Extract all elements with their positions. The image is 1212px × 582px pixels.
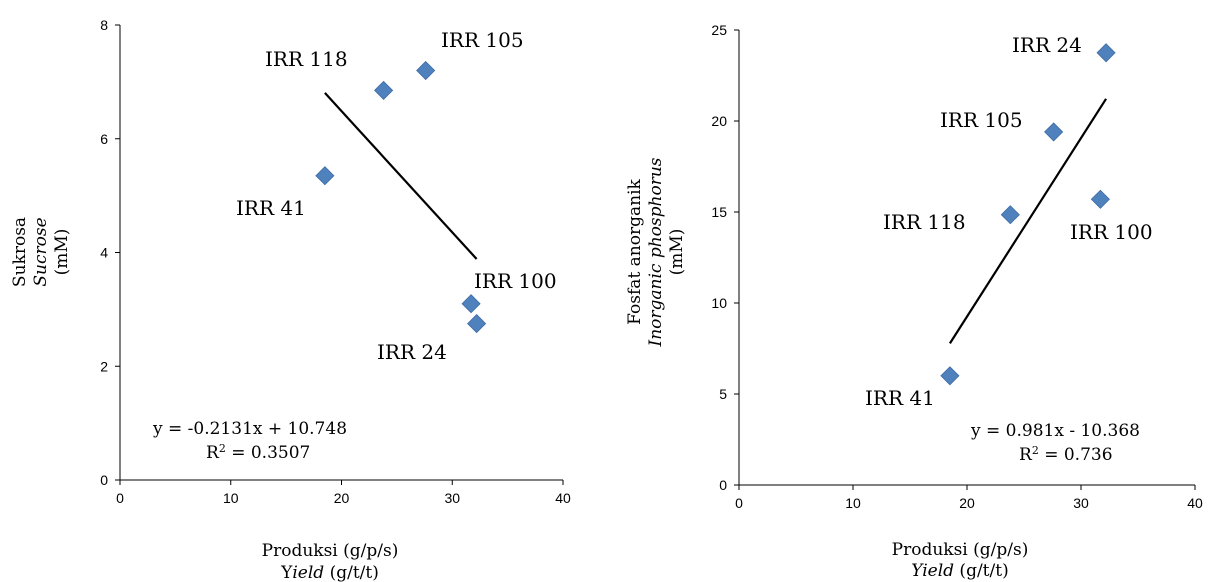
data-point-irr-100	[1090, 189, 1110, 209]
x-tick-label: 40	[555, 490, 571, 506]
point-label-irr-100: IRR 100	[474, 269, 557, 293]
y-tick-label: 8	[100, 17, 108, 33]
point-label-irr-41: IRR 41	[236, 196, 306, 220]
x-tick-label: 40	[1187, 495, 1203, 511]
data-point-irr-41	[940, 366, 960, 386]
y-ticks: 0 5 10 15 20 25	[711, 22, 739, 493]
y-axis-title: Sukrosa Sucrose (mM)	[10, 217, 72, 287]
x-tick-label: 30	[1073, 495, 1089, 511]
y-ticks: 0 2 4 6 8	[100, 17, 120, 488]
trend-equation: y = 0.981x - 10.368	[970, 421, 1140, 441]
svg-text:(mM): (mM)	[667, 229, 687, 276]
x-axis-title: Produksi (g/p/s)	[892, 540, 1029, 560]
x-ticks: 0 10 20 30 40	[735, 485, 1203, 511]
data-point-irr-41	[315, 166, 335, 186]
data-point-irr-105	[1044, 122, 1064, 142]
data-point-irr-24	[467, 314, 487, 334]
trendline	[948, 98, 1108, 344]
y-tick-label: 4	[100, 245, 108, 261]
svg-text:Inorganic phosphorus: Inorganic phosphorus	[646, 157, 666, 347]
y-tick-label: 15	[711, 204, 727, 220]
x-tick-label: 10	[845, 495, 861, 511]
point-label-irr-41: IRR 41	[865, 386, 935, 410]
point-label-irr-24: IRR 24	[377, 340, 447, 364]
svg-text:Sukrosa: Sukrosa	[10, 217, 30, 287]
x-tick-label: 20	[334, 490, 350, 506]
sucrose-chart: 0 2 4 6 8 0 10 20 30 40 IRR 118 IRR 105 IRR 41 I…	[10, 17, 571, 582]
point-label-irr-118: IRR 118	[883, 210, 966, 234]
y-tick-label: 6	[100, 131, 108, 147]
data-point-irr-118	[374, 80, 394, 100]
svg-text:(mM): (mM)	[52, 229, 72, 276]
phosphorus-chart: 0 5 10 15 20 25 0 10 20 30 40 IRR 24 IRR 105 IRR …	[625, 22, 1203, 581]
svg-text:Sucrose: Sucrose	[31, 217, 51, 286]
y-tick-label: 25	[711, 22, 727, 38]
x-tick-label: 10	[223, 490, 239, 506]
point-label-irr-105: IRR 105	[940, 108, 1023, 132]
x-axis-title: Produksi (g/p/s)	[262, 541, 399, 561]
x-tick-label: 20	[959, 495, 975, 511]
point-label-irr-118: IRR 118	[265, 47, 348, 71]
data-point-irr-105	[416, 60, 436, 81]
y-tick-label: 20	[711, 113, 727, 129]
y-tick-label: 2	[100, 358, 108, 374]
data-points	[940, 43, 1116, 386]
data-point-irr-100	[461, 294, 481, 314]
y-tick-label: 0	[719, 477, 727, 493]
point-label-irr-105: IRR 105	[441, 28, 524, 52]
x-tick-label: 0	[735, 495, 743, 511]
point-label-irr-24: IRR 24	[1012, 33, 1082, 57]
svg-text:Fosfat anorganik: Fosfat anorganik	[625, 178, 645, 324]
y-tick-label: 10	[711, 295, 727, 311]
y-axis-title: Fosfat anorganik Inorganic phosphorus (m…	[625, 157, 687, 347]
x-axis-title-en: Yield (g/t/t)	[280, 563, 379, 582]
r-squared: R2 = 0.3507	[206, 442, 310, 463]
x-axis-title-en: Yield (g/t/t)	[911, 561, 1008, 581]
y-tick-label: 5	[719, 386, 727, 402]
data-points	[315, 60, 487, 334]
point-label-irr-100: IRR 100	[1070, 220, 1153, 244]
trend-equation: y = -0.2131x + 10.748	[152, 419, 347, 439]
trendline	[324, 92, 478, 260]
x-ticks: 0 10 20 30 40	[116, 480, 571, 506]
y-tick-label: 0	[100, 472, 108, 488]
x-tick-label: 30	[444, 490, 460, 506]
data-point-irr-24	[1096, 43, 1116, 63]
x-tick-label: 0	[116, 490, 124, 506]
r-squared: R2 = 0.736	[1019, 444, 1113, 465]
data-point-irr-118	[1000, 205, 1020, 225]
